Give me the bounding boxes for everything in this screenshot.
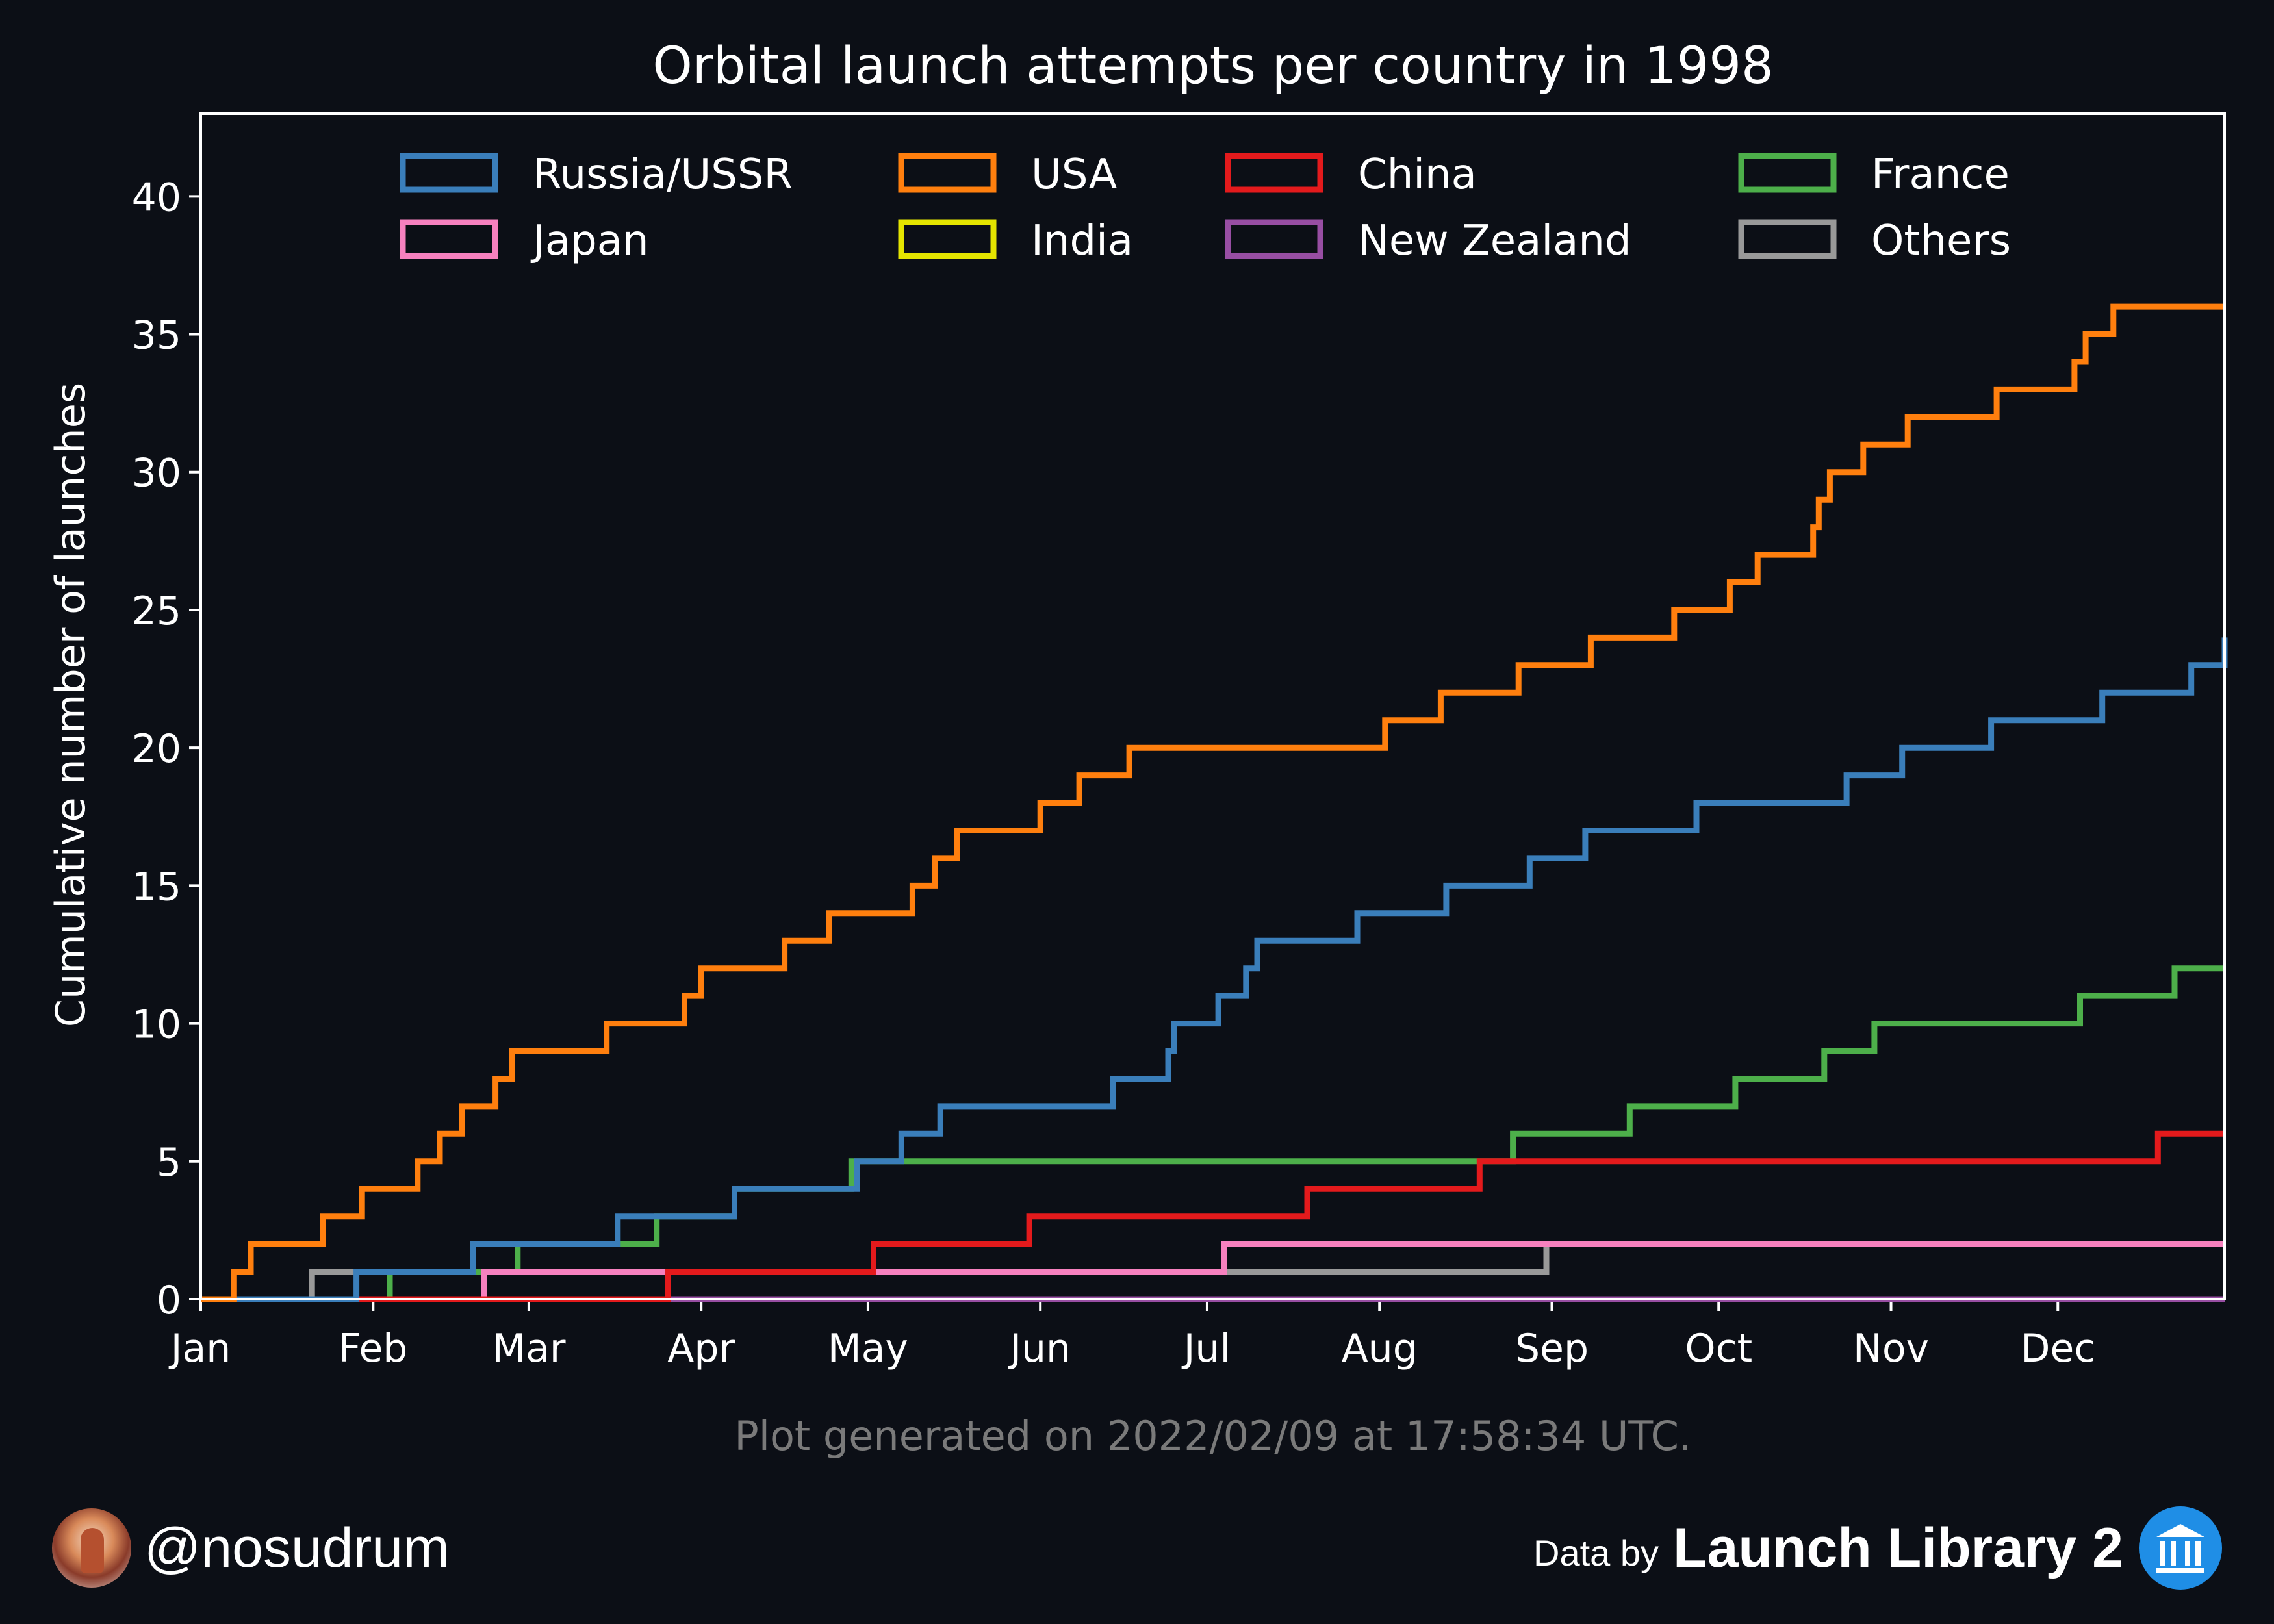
y-tick-label: 40 <box>132 175 181 220</box>
author: @nosudrum <box>52 1506 450 1590</box>
series-line-russia-ussr <box>201 637 2228 1302</box>
avatar <box>52 1508 131 1588</box>
data-source: Data by Launch Library 2 <box>1533 1506 2222 1590</box>
x-tick-label: Aug <box>1342 1326 1418 1371</box>
legend-label: France <box>1871 151 2010 199</box>
legend-label: China <box>1358 151 1477 199</box>
source-name[interactable]: Launch Library 2 <box>1673 1516 2123 1579</box>
x-tick-label: Sep <box>1515 1326 1589 1371</box>
legend-label: Others <box>1871 217 2011 265</box>
x-tick-label: Nov <box>1853 1326 1929 1371</box>
legend-swatch <box>898 219 997 259</box>
y-tick-label: 10 <box>132 1002 181 1048</box>
legend-swatch <box>1225 153 1323 193</box>
series-line-china <box>201 1130 2225 1302</box>
y-tick-label: 30 <box>132 451 181 496</box>
x-tick-label: Mar <box>492 1326 566 1371</box>
legend-swatch <box>1738 153 1837 193</box>
legend-swatch <box>1225 219 1323 259</box>
y-tick-label: 20 <box>132 726 181 772</box>
legend-swatch <box>1738 219 1837 259</box>
x-tick-label: Feb <box>339 1326 407 1371</box>
x-tick-label: Apr <box>667 1326 735 1371</box>
legend-label: Japan <box>530 217 649 265</box>
x-tick-label: Jun <box>1007 1326 1071 1371</box>
plot-frame <box>199 112 2226 1300</box>
x-tick-label: Dec <box>2020 1326 2095 1371</box>
y-tick-label: 0 <box>157 1278 181 1323</box>
y-tick-label: 25 <box>132 589 181 634</box>
series-line-japan <box>201 1241 2225 1302</box>
legend-label: USA <box>1031 151 1118 199</box>
legend-swatch <box>400 153 498 193</box>
y-tick-label: 35 <box>132 313 181 359</box>
legend-swatch <box>400 219 498 259</box>
x-tick-label: Jan <box>168 1326 231 1371</box>
y-tick-label: 15 <box>132 864 181 909</box>
y-axis-label: Cumulative number of launches <box>47 383 94 1027</box>
legend-label: Russia/USSR <box>533 151 793 199</box>
legend-label: New Zealand <box>1358 217 1631 265</box>
generated-note: Plot generated on 2022/02/09 at 17:58:34… <box>734 1412 1691 1460</box>
legend: Russia/USSR USA China France Japan India New Z… <box>400 151 2011 265</box>
axis-ticks: 0 5 10 15 20 25 30 35 40 Jan Feb Mar Apr May Jun Jul Aug… <box>132 175 2096 1371</box>
x-tick-label: Oct <box>1685 1326 1752 1371</box>
author-handle[interactable]: @nosudrum <box>144 1516 450 1579</box>
y-tick-label: 5 <box>157 1140 181 1186</box>
x-tick-label: May <box>828 1326 908 1371</box>
x-tick-label: Jul <box>1181 1326 1231 1371</box>
series-line-usa <box>201 303 2225 1302</box>
chart-title: Orbital launch attempts per country in 1… <box>652 37 1773 95</box>
series-line-france <box>201 965 2225 1302</box>
legend-label: India <box>1031 217 1133 265</box>
library-icon <box>2139 1506 2222 1590</box>
series-lines <box>201 303 2228 1302</box>
data-by-label: Data by <box>1533 1532 1659 1573</box>
legend-swatch <box>898 153 997 193</box>
